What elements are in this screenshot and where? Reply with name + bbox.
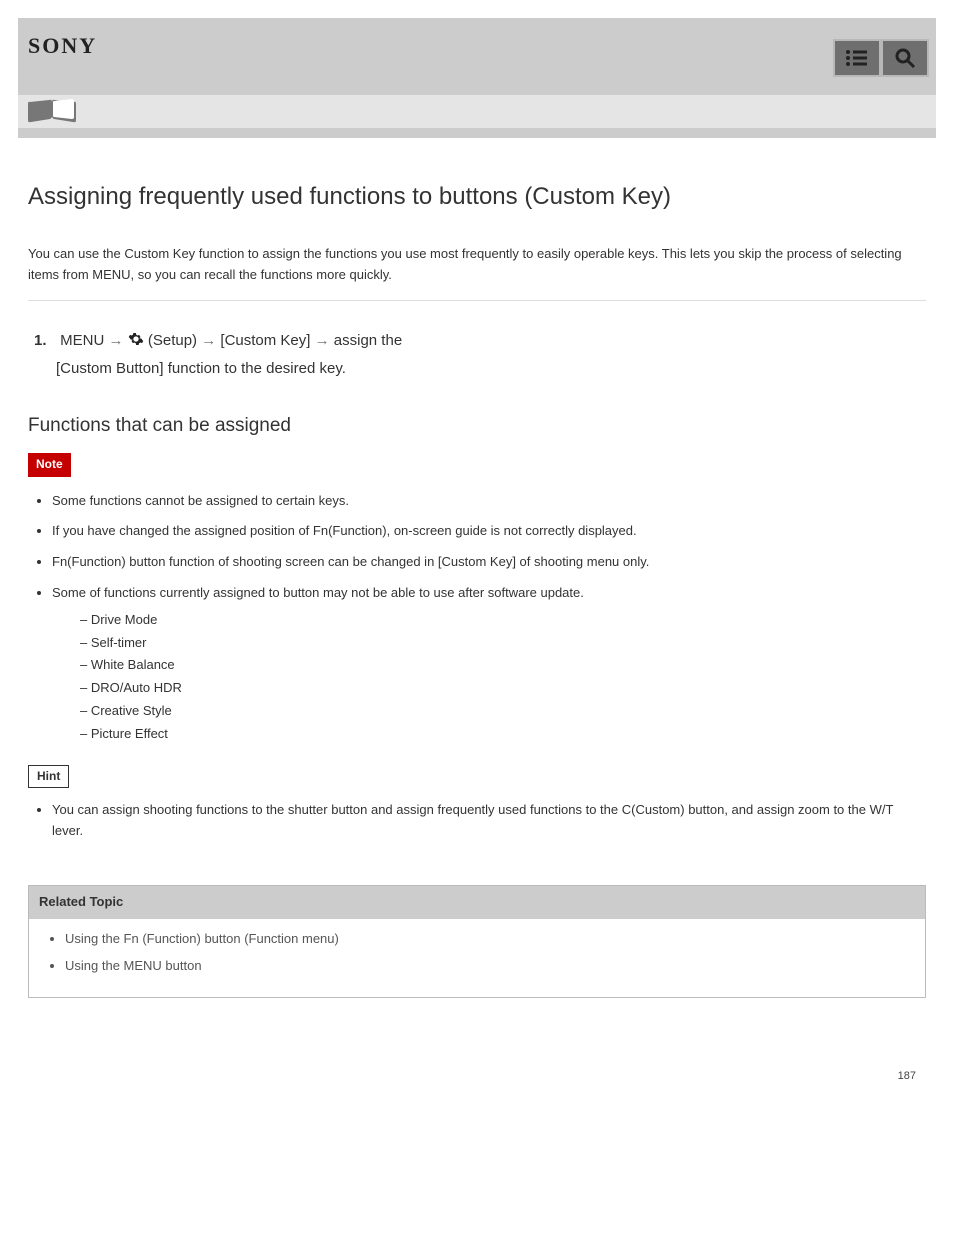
list-item: Self-timer — [80, 633, 926, 654]
list-item: DRO/Auto HDR — [80, 678, 926, 699]
list-item: You can assign shooting functions to the… — [52, 800, 926, 842]
dash-list: Drive Mode Self-timer White Balance DRO/… — [52, 610, 926, 745]
related-link[interactable]: Using the MENU button — [65, 956, 911, 977]
related-header: Related Topic — [29, 886, 925, 919]
step-line2: [Custom Button] function to the desired … — [56, 360, 346, 377]
related-body: Using the Fn (Function) button (Function… — [29, 919, 925, 997]
list-item: Some functions cannot be assigned to cer… — [52, 491, 926, 512]
hint-list: You can assign shooting functions to the… — [28, 800, 926, 842]
list-item: White Balance — [80, 655, 926, 676]
content: Assigning frequently used functions to b… — [18, 138, 936, 1085]
arrow-icon: → — [109, 332, 128, 349]
step-trailing: assign the — [334, 332, 402, 349]
note-list: Some functions cannot be assigned to cer… — [28, 491, 926, 745]
intro-text: You can use the Custom Key function to a… — [28, 244, 926, 286]
brand-logo: SONY — [18, 18, 936, 63]
gear-icon — [128, 331, 144, 347]
arrow-icon: → — [201, 332, 220, 349]
list-item: If you have changed the assigned positio… — [52, 521, 926, 542]
step-number: 1. — [34, 329, 56, 353]
step-settings-label: (Setup) — [148, 332, 197, 349]
list-item: Drive Mode — [80, 610, 926, 631]
book-icon — [24, 96, 80, 128]
menu-list-button[interactable] — [833, 39, 881, 77]
search-button[interactable] — [881, 39, 929, 77]
step-1: 1. MENU → (Setup) → [Custom Key] → assig… — [28, 329, 926, 381]
sub-bar: Help Guide — [18, 95, 936, 128]
page-number: 187 — [28, 998, 926, 1086]
list-item: Some of functions currently assigned to … — [52, 583, 926, 745]
list-item: Picture Effect — [80, 724, 926, 745]
related-box: Related Topic Using the Fn (Function) bu… — [28, 885, 926, 997]
step-custom-key-label: [Custom Key] — [220, 332, 310, 349]
functions-heading: Functions that can be assigned — [28, 411, 926, 441]
step-menu-label: MENU — [60, 332, 104, 349]
page-title: Assigning frequently used functions to b… — [28, 178, 926, 216]
related-link[interactable]: Using the Fn (Function) button (Function… — [65, 929, 911, 950]
header-bar: SONY — [18, 18, 936, 95]
note-badge: Note — [28, 453, 71, 476]
search-icon — [894, 47, 916, 69]
arrow-icon: → — [315, 332, 334, 349]
list-item-text: Some of functions currently assigned to … — [52, 585, 584, 600]
gray-strip — [18, 128, 936, 138]
hint-badge: Hint — [28, 765, 69, 788]
list-item: Fn(Function) button function of shooting… — [52, 552, 926, 573]
list-icon — [845, 49, 869, 67]
separator — [28, 300, 926, 301]
top-buttons — [833, 39, 929, 77]
list-item: Creative Style — [80, 701, 926, 722]
